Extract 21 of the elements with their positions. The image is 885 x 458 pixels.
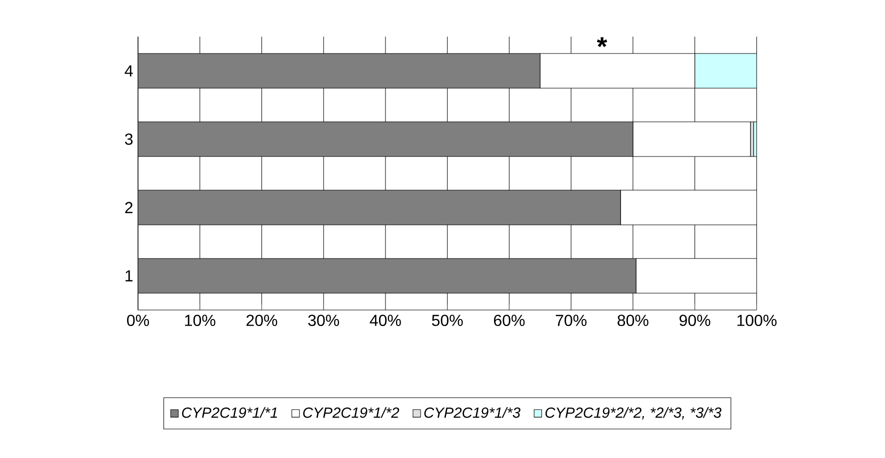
x-tick-label: 0% (127, 314, 149, 326)
x-tick-label: 40% (370, 314, 401, 326)
x-tick-label: 10% (185, 314, 216, 326)
y-tick-label: 4 (124, 65, 133, 76)
legend-label: CYP2C19*1/*1 (182, 407, 277, 418)
y-tick-label: 3 (125, 134, 133, 145)
y-tick-label: 1 (126, 270, 133, 282)
x-tick-label: 60% (494, 314, 525, 326)
legend-label: CYP2C19*2/*2, *2/*3, *3/*3 (545, 407, 722, 420)
x-tick-label: 50% (432, 314, 463, 326)
x-tick-label: 80% (618, 314, 648, 326)
legend-label: CYP2C19*1/*3 (424, 407, 520, 418)
x-tick-label: 70% (556, 314, 587, 326)
x-tick-label: 20% (246, 314, 278, 326)
bar (694, 53, 757, 88)
x-tick-label: 30% (308, 314, 340, 326)
legend-label: CYP2C19*1/*2 (303, 407, 400, 418)
annotation: * (596, 37, 608, 48)
x-tick-label: 100% (737, 314, 777, 326)
x-tick-label: 90% (680, 314, 710, 326)
y-tick-label: 2 (125, 202, 132, 214)
